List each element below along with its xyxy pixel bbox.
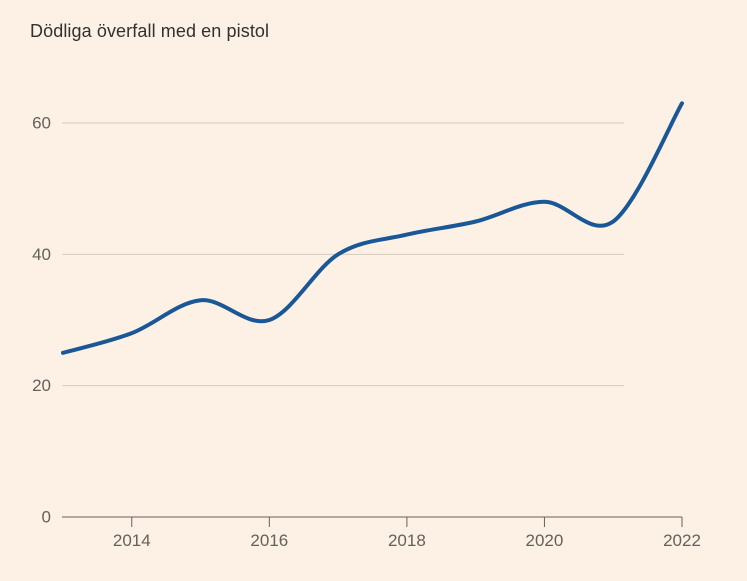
y-tick-label: 0 — [42, 508, 51, 527]
x-tick-label: 2018 — [388, 531, 426, 550]
x-tick-label: 2014 — [113, 531, 151, 550]
x-tick-label: 2020 — [526, 531, 564, 550]
x-tick-label: 2022 — [663, 531, 701, 550]
x-tick-label: 2016 — [250, 531, 288, 550]
y-tick-label: 40 — [32, 245, 51, 264]
chart-title: Dödliga överfall med en pistol — [30, 21, 270, 41]
y-tick-label: 20 — [32, 376, 51, 395]
y-tick-label: 60 — [32, 114, 51, 133]
data-line — [61, 101, 684, 355]
